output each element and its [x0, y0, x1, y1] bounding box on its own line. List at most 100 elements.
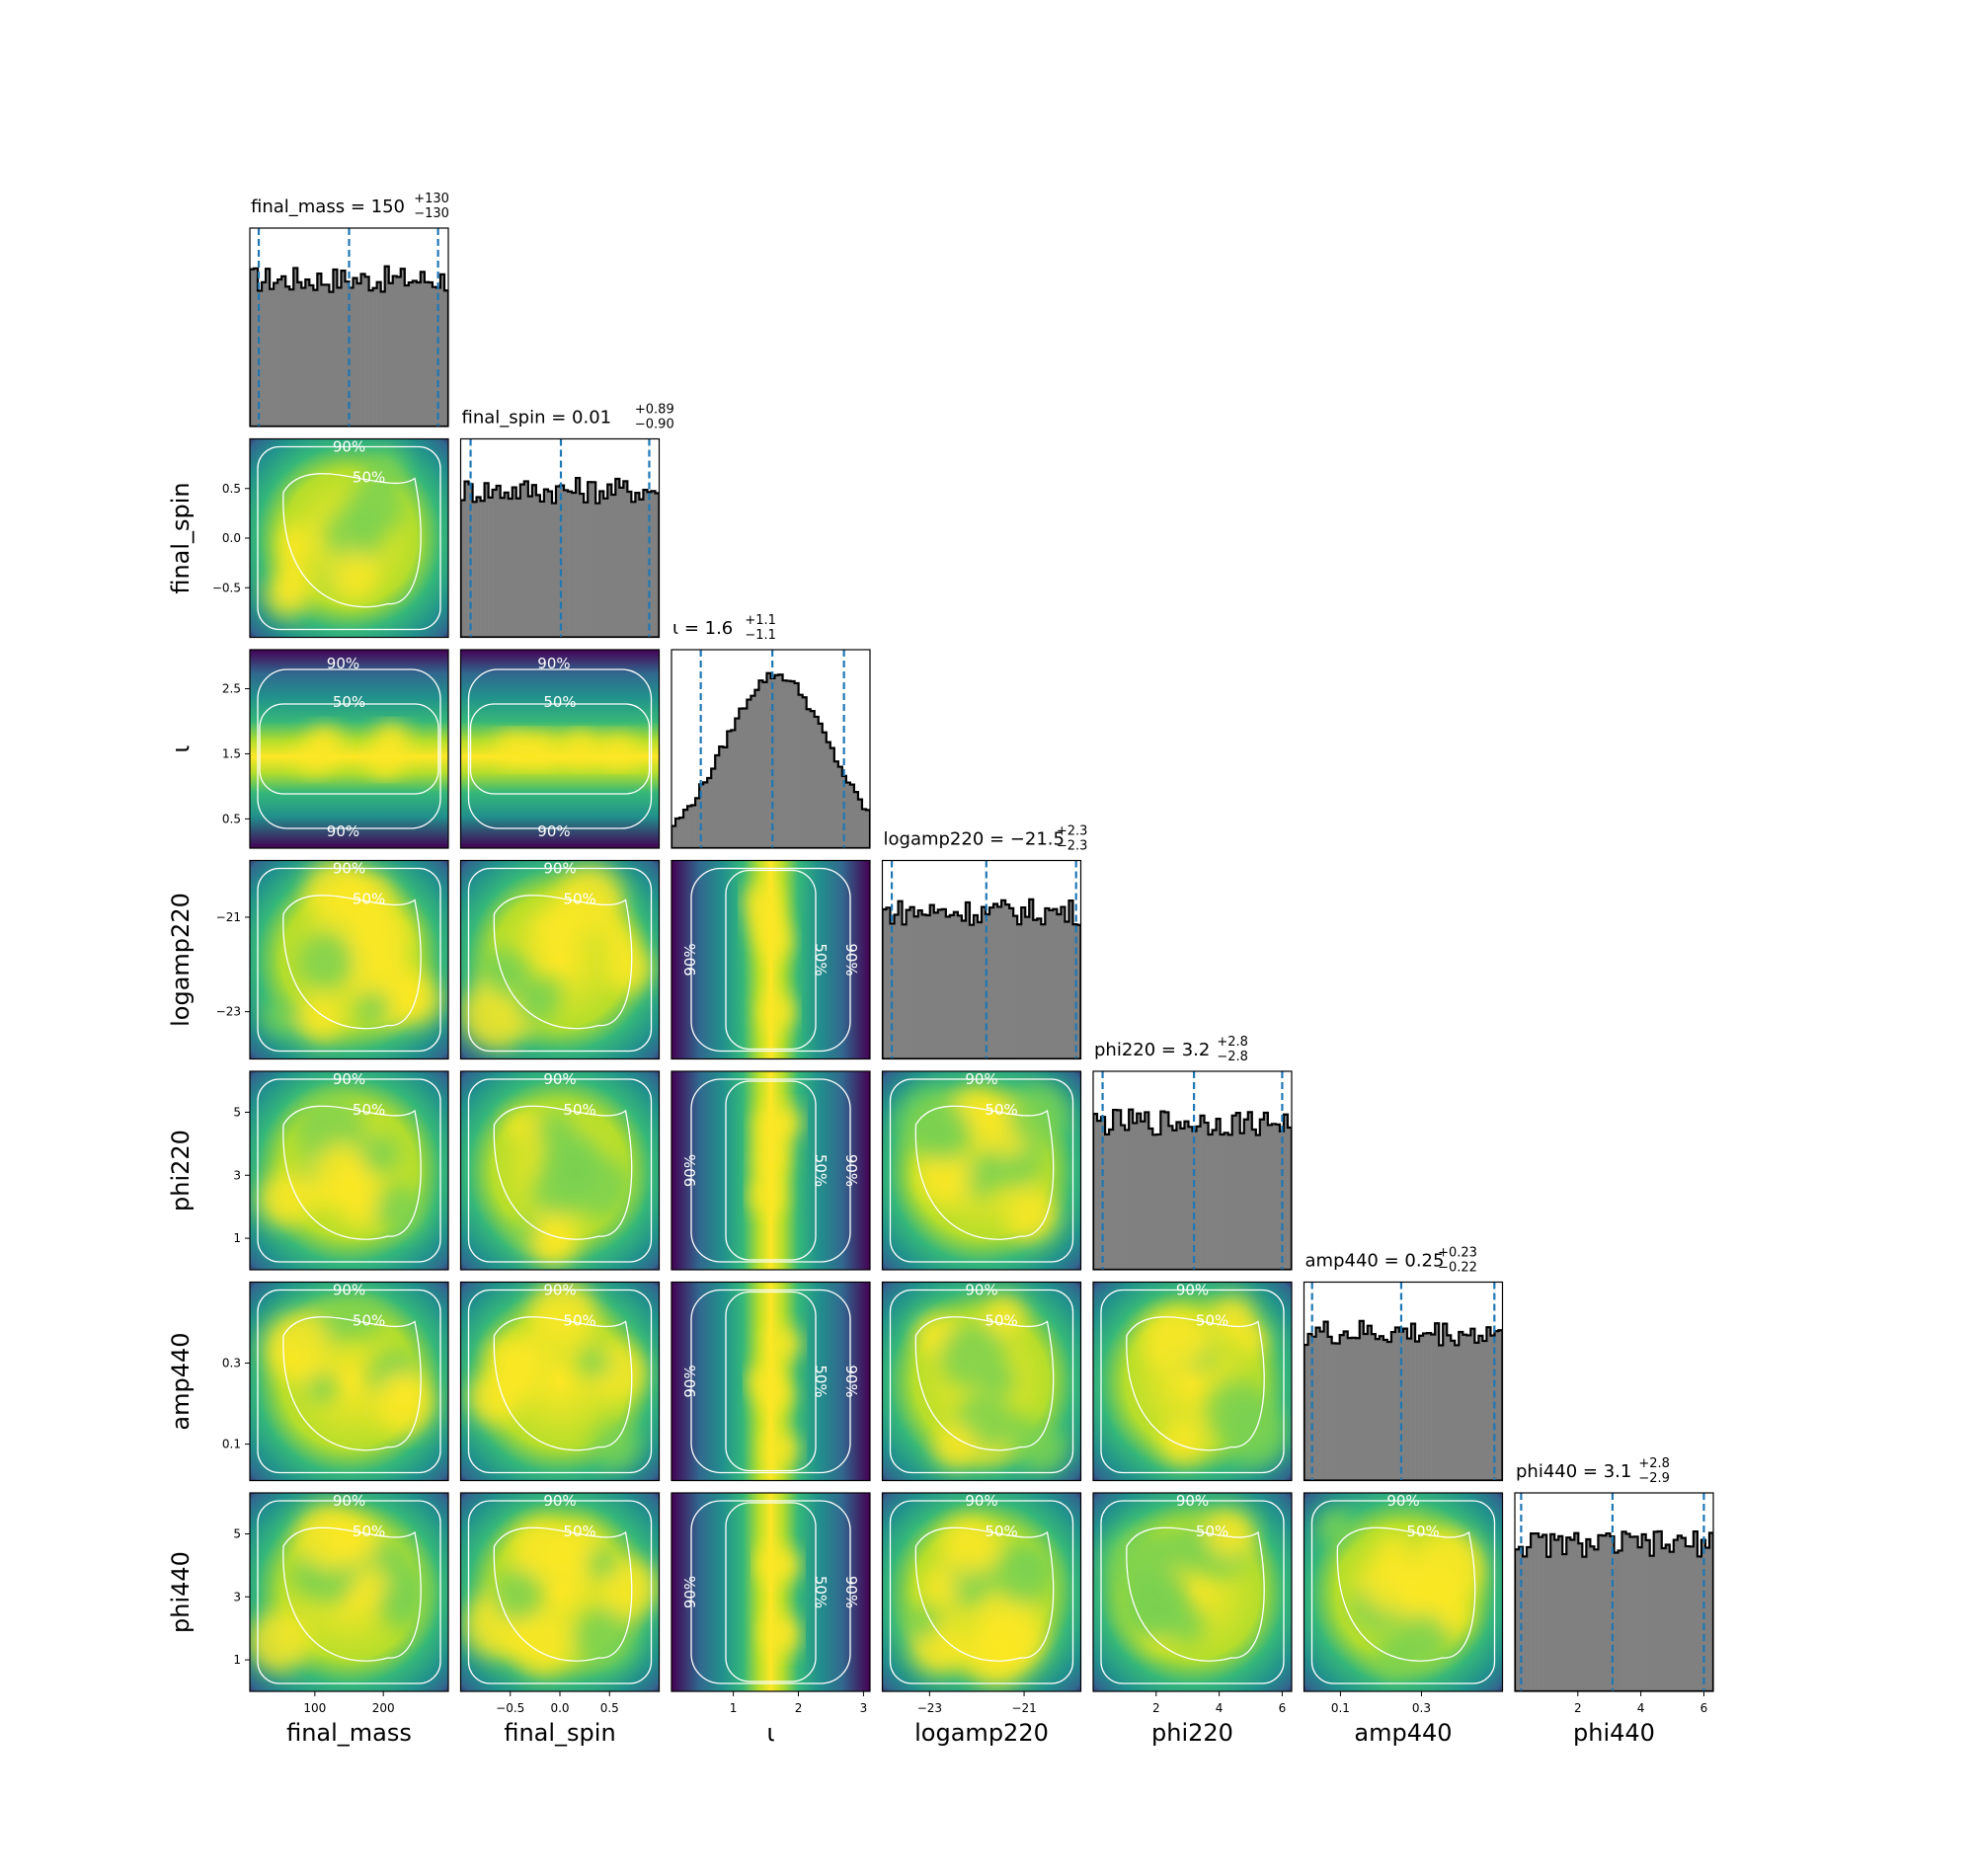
histogram-bar	[894, 914, 899, 1059]
histogram-bar	[949, 914, 955, 1059]
histogram-bar	[1304, 1345, 1308, 1481]
density-blob	[296, 994, 345, 1043]
contour-label: 90%	[543, 1070, 576, 1088]
histogram-bar	[519, 484, 525, 638]
density-blob	[359, 1133, 402, 1175]
x-axis-label: final_mass	[286, 1719, 412, 1747]
histogram-bar	[1255, 1134, 1261, 1270]
histogram-bar	[731, 730, 736, 848]
contour-label: 50%	[333, 693, 365, 711]
histogram-bar	[258, 290, 263, 427]
histogram-bar	[1590, 1546, 1595, 1691]
histogram-bar	[1152, 1134, 1157, 1270]
histogram-bar	[1049, 909, 1054, 1059]
histogram-bar	[500, 498, 506, 638]
histogram-bar	[1133, 1123, 1138, 1270]
histogram-bar	[1470, 1328, 1475, 1481]
density-blob	[603, 944, 653, 993]
panel-frame	[881, 1281, 1082, 1482]
histogram-bar	[560, 485, 565, 638]
contour-label: 50%	[812, 1365, 830, 1397]
histogram-bar	[1168, 1126, 1173, 1270]
histogram-bar	[1145, 1112, 1149, 1270]
histogram-bar	[472, 502, 477, 638]
histogram-outline	[1093, 1108, 1292, 1270]
histogram-bar	[317, 274, 322, 427]
histogram-bar	[1129, 1109, 1134, 1270]
panel-frame	[459, 859, 661, 1060]
histogram-bar	[1251, 1129, 1257, 1270]
panel-frame	[459, 1070, 661, 1271]
density-blob	[574, 1607, 636, 1670]
histogram-bar	[607, 484, 612, 638]
contour-label: 90%	[333, 438, 365, 456]
density-blob	[1236, 1323, 1270, 1356]
panel-title: phi220 = 3.2	[1094, 1040, 1210, 1060]
histogram-bar	[1216, 1119, 1221, 1270]
histogram-bar	[830, 747, 835, 848]
density-blob	[350, 906, 412, 968]
histogram-bar	[639, 499, 644, 638]
contour-label: 50%	[353, 1523, 385, 1540]
density-blob	[521, 732, 558, 768]
histogram-bar	[1681, 1537, 1687, 1691]
histogram-bar	[743, 708, 748, 848]
contour-label: 50%	[353, 1101, 385, 1119]
histogram-bar	[695, 798, 700, 848]
histogram-bar	[1335, 1343, 1340, 1481]
contour-label: 90%	[965, 1492, 997, 1510]
density-field	[506, 1110, 632, 1267]
histogram-bar	[1160, 1111, 1165, 1270]
histogram-bar	[1053, 908, 1058, 1059]
histogram-bar	[906, 909, 910, 1059]
panel-frame	[671, 859, 871, 1060]
histogram-bar	[1220, 1134, 1224, 1270]
histogram-bar	[687, 806, 692, 848]
contour-50	[1126, 1316, 1265, 1451]
histogram-bar	[719, 746, 724, 848]
histogram-bar	[1618, 1550, 1622, 1691]
contour-90	[257, 445, 441, 631]
density-blob	[904, 1604, 940, 1641]
histogram-panel-phi440: phi440 = 3.1 +2.8−2.9 2 4 6 phi440	[1514, 1456, 1714, 1747]
histogram-bar	[1231, 1115, 1237, 1270]
histogram-bar	[778, 674, 783, 848]
y-tick-label: 3	[233, 1590, 241, 1603]
density-blob	[754, 1546, 791, 1583]
contour-label: 90%	[1176, 1492, 1209, 1510]
density-blob	[263, 998, 299, 1036]
histogram-bar	[655, 493, 660, 638]
density-field	[468, 1282, 646, 1469]
y-tick-label: 1	[233, 1231, 241, 1245]
histogram-bar	[1531, 1533, 1536, 1691]
density-field	[263, 860, 442, 1043]
histogram-bar	[595, 503, 600, 638]
histogram-bar	[1689, 1546, 1695, 1691]
histogram-bar	[1490, 1335, 1495, 1481]
histogram-bar	[1523, 1556, 1528, 1691]
histogram-bar	[1331, 1343, 1336, 1481]
histogram-bar	[861, 809, 867, 848]
histogram-bar	[1708, 1532, 1713, 1691]
histogram-bar	[1606, 1533, 1611, 1691]
histogram-bar	[1394, 1327, 1400, 1481]
histogram-bar	[281, 275, 286, 427]
density-panel-final_mass-vs-phi440: 50% 90% 5 3 1 phi440 100 200 final_mass	[167, 1492, 449, 1747]
histogram-bar	[886, 907, 891, 1059]
histogram-bar	[1105, 1133, 1110, 1270]
histogram-bar	[715, 754, 720, 848]
x-axis-label: final_spin	[504, 1719, 615, 1747]
density-blob	[557, 1558, 587, 1588]
density-panel-logamp220-vs-phi440: 50% 90% −23 −21 logamp220	[881, 1492, 1082, 1747]
histogram-bar	[814, 716, 820, 848]
contour-50	[1126, 1526, 1265, 1662]
histogram-bar	[535, 495, 541, 638]
histogram-bar	[806, 709, 811, 848]
contour-label: 50%	[1196, 1312, 1228, 1330]
density-panel-final_mass-vs-phi220: 50% 90% 5 3 1 phi220	[167, 1070, 449, 1271]
contour-label: 50%	[353, 1312, 385, 1330]
density-blob	[763, 1431, 800, 1467]
histogram-bar	[631, 502, 636, 638]
contour-90	[257, 1289, 441, 1474]
density-blob	[562, 730, 598, 766]
